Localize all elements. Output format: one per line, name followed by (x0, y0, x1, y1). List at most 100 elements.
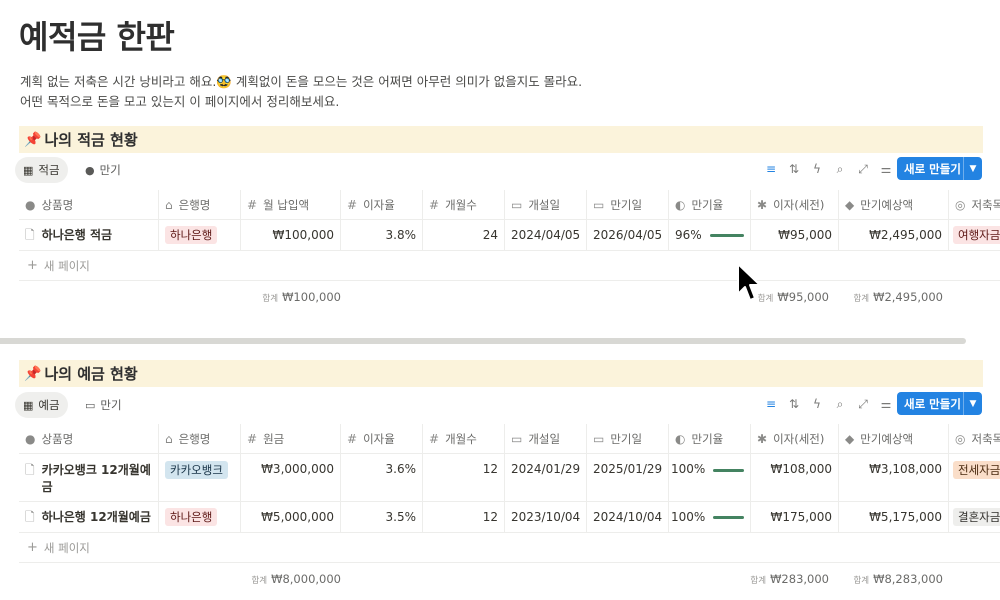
cell-interest[interactable]: ₩95,000 (751, 220, 839, 250)
col-header-maturity[interactable]: ▭ 만기일 (587, 424, 669, 453)
chevron-down-icon[interactable]: ▼ (963, 157, 982, 180)
purpose-tag: 결혼자금 (953, 508, 1000, 526)
tab-installment-table[interactable]: ▦ 적금 (15, 157, 68, 183)
sort-icon[interactable]: ⇅ (788, 162, 800, 176)
cell-maturity[interactable]: 2025/01/29 (587, 454, 669, 501)
col-header-rate[interactable]: # 이자율 (341, 190, 423, 219)
col-header-progress[interactable]: ◐ 만기율 (669, 424, 751, 453)
cell-interest[interactable]: ₩108,000 (751, 454, 839, 501)
cell-opened[interactable]: 2024/01/29 (505, 454, 587, 501)
deposit-new-button[interactable]: 새로 만들기 ▼ (897, 392, 982, 415)
table-row[interactable]: 🗋 하나은행 12개월예금 하나은행 ₩5,000,000 3.5% 12 202… (19, 502, 1000, 533)
cell-name[interactable]: 🗋 카카오뱅크 12개월예금 (19, 454, 159, 501)
calendar-icon: ▭ (511, 197, 523, 212)
installment-view-bar: ▦ 적금 ● 만기 ≡ ⇅ ϟ ⌕ ⤢ ⚌ 새로 만들기 ▼ (15, 157, 985, 183)
settings-icon[interactable]: ⚌ (880, 397, 892, 411)
chevron-down-icon[interactable]: ▼ (963, 392, 982, 415)
col-header-months[interactable]: # 개월수 (423, 190, 505, 219)
cell-amount[interactable]: ₩5,000,000 (241, 502, 341, 532)
col-header-name[interactable]: ● 상품명 (19, 424, 159, 453)
deposit-sum-expected[interactable]: 합계 ₩8,283,000 (829, 572, 943, 586)
cell-rate[interactable]: 3.6% (341, 454, 423, 501)
col-header-amount[interactable]: # 월 납입액 (241, 190, 341, 219)
cell-opened[interactable]: 2023/10/04 (505, 502, 587, 532)
cell-purpose[interactable]: 여행자금 (949, 220, 1000, 250)
col-header-interest[interactable]: ✱ 이자(세전) (751, 190, 839, 219)
expand-icon[interactable]: ⤢ (858, 162, 868, 176)
col-header-principal[interactable]: # 원금 (241, 424, 341, 453)
col-header-months[interactable]: # 개월수 (423, 424, 505, 453)
col-header-maturity[interactable]: ▭ 만기일 (587, 190, 669, 219)
cell-amount[interactable]: ₩3,000,000 (241, 454, 341, 501)
col-header-purpose[interactable]: ◎ 저축목적 (949, 190, 1000, 219)
automation-icon[interactable]: ϟ (813, 397, 821, 411)
deposit-sum-amount[interactable]: 합계 ₩8,000,000 (231, 572, 341, 586)
cell-maturity[interactable]: 2024/10/04 (587, 502, 669, 532)
filter-icon[interactable]: ≡ (765, 397, 777, 411)
tab-deposit-maturity[interactable]: ▭ 만기 (77, 392, 130, 418)
cell-bank[interactable]: 하나은행 (159, 502, 241, 532)
col-header-bank[interactable]: ⌂ 은행명 (159, 190, 241, 219)
installment-sum-interest[interactable]: 합계 ₩95,000 (741, 290, 829, 304)
col-header-purpose[interactable]: ◎ 저축목적 (949, 424, 1000, 453)
deposit-sum-interest[interactable]: 합계 ₩283,000 (731, 572, 829, 586)
cell-expected[interactable]: ₩3,108,000 (839, 454, 949, 501)
horizontal-scrollbar[interactable] (0, 338, 966, 344)
cell-months[interactable]: 12 (423, 502, 505, 532)
tab-installment-maturity[interactable]: ● 만기 (77, 157, 129, 183)
installment-new-page-button[interactable]: + 새 페이지 (19, 251, 1000, 281)
cell-name[interactable]: 🗋 하나은행 적금 (19, 220, 159, 250)
col-label: 은행명 (178, 431, 211, 446)
search-icon[interactable]: ⌕ (836, 162, 844, 176)
sort-icon[interactable]: ⇅ (788, 397, 800, 411)
cell-months[interactable]: 24 (423, 220, 505, 250)
installment-new-button[interactable]: 새로 만들기 ▼ (897, 157, 982, 180)
cell-expected[interactable]: ₩5,175,000 (839, 502, 949, 532)
search-icon[interactable]: ⌕ (836, 397, 844, 411)
deposit-section-title: 나의 예금 현황 (44, 365, 138, 383)
col-header-expected[interactable]: ◆ 만기예상액 (839, 424, 949, 453)
cell-maturity[interactable]: 2026/04/05 (587, 220, 669, 250)
col-header-opened[interactable]: ▭ 개설일 (505, 424, 587, 453)
col-label: 개월수 (445, 431, 477, 446)
cell-progress[interactable]: 100% (669, 502, 751, 532)
col-header-name[interactable]: ● 상품명 (19, 190, 159, 219)
col-label: 저축목적 (971, 197, 1000, 212)
cell-amount[interactable]: ₩100,000 (241, 220, 341, 250)
page-intro: 계획 없는 저축은 시간 낭비라고 해요.🥸 계획없이 돈을 모으는 것은 어쩌… (20, 72, 582, 112)
automation-icon[interactable]: ϟ (813, 162, 821, 176)
col-header-rate[interactable]: # 이자율 (341, 424, 423, 453)
cell-opened[interactable]: 2024/04/05 (505, 220, 587, 250)
cell-purpose[interactable]: 결혼자금 (949, 502, 1000, 532)
tab-deposit-table[interactable]: ▦ 예금 (15, 392, 68, 418)
cell-rate[interactable]: 3.5% (341, 502, 423, 532)
cell-rate[interactable]: 3.8% (341, 220, 423, 250)
cell-bank[interactable]: 카카오뱅크 (159, 454, 241, 501)
table-row[interactable]: 🗋 하나은행 적금 하나은행 ₩100,000 3.8% 24 2024/04/0… (19, 220, 1000, 251)
cell-purpose[interactable]: 전세자금 (949, 454, 1000, 501)
diamond-icon: ◆ (845, 431, 855, 446)
expand-icon[interactable]: ⤢ (858, 397, 868, 411)
col-label: 이자율 (363, 197, 395, 212)
table-row[interactable]: 🗋 카카오뱅크 12개월예금 카카오뱅크 ₩3,000,000 3.6% 12 2… (19, 454, 1000, 502)
cell-interest[interactable]: ₩175,000 (751, 502, 839, 532)
filter-icon[interactable]: ≡ (765, 162, 777, 176)
cell-progress[interactable]: 100% (669, 454, 751, 501)
settings-icon[interactable]: ⚌ (880, 162, 892, 176)
installment-sum-amount[interactable]: 합계 ₩100,000 (241, 290, 341, 304)
col-header-bank[interactable]: ⌂ 은행명 (159, 424, 241, 453)
col-header-progress[interactable]: ◐ 만기율 (669, 190, 751, 219)
sum-value: ₩2,495,000 (873, 290, 943, 304)
col-header-interest[interactable]: ✱ 이자(세전) (751, 424, 839, 453)
cell-name[interactable]: 🗋 하나은행 12개월예금 (19, 502, 159, 532)
cell-expected[interactable]: ₩2,495,000 (839, 220, 949, 250)
deposit-new-page-button[interactable]: + 새 페이지 (19, 533, 1000, 563)
col-label: 저축목적 (971, 431, 1000, 446)
sum-key: 합계 (853, 294, 870, 304)
cell-progress[interactable]: 96% (669, 220, 751, 250)
col-header-expected[interactable]: ◆ 만기예상액 (839, 190, 949, 219)
cell-months[interactable]: 12 (423, 454, 505, 501)
col-header-opened[interactable]: ▭ 개설일 (505, 190, 587, 219)
installment-sum-expected[interactable]: 합계 ₩2,495,000 (829, 290, 943, 304)
cell-bank[interactable]: 하나은행 (159, 220, 241, 250)
